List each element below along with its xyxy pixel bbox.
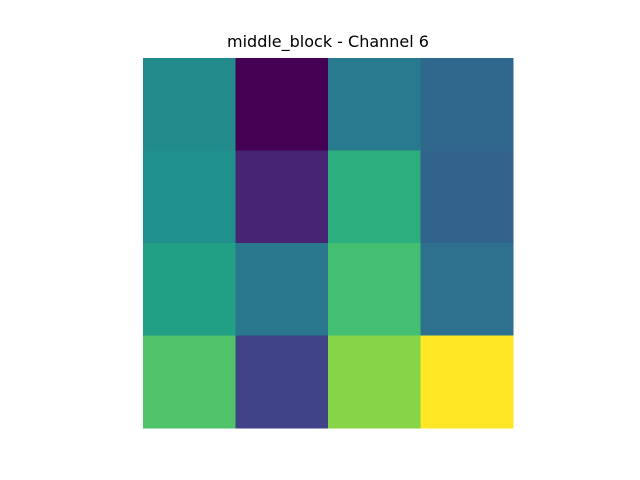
heatmap-cell-r2-c0 (143, 243, 236, 336)
heatmap-cell-r0-c1 (235, 58, 329, 151)
heatmap-cell-r1-c1 (235, 150, 329, 244)
chart-title: middle_block - Channel 6 (227, 32, 429, 51)
heatmap-cell-r0-c2 (328, 58, 421, 151)
heatmap-cell-r3-c1 (235, 335, 329, 429)
heatmap-cell-r1-c2 (328, 150, 421, 244)
heatmap-cell-r2-c3 (420, 243, 514, 336)
heatmap-cell-r3-c0 (143, 335, 236, 429)
heatmap-cell-r2-c2 (328, 243, 421, 336)
heatmap-cell-r0-c3 (420, 58, 514, 151)
heatmap-cell-r0-c0 (143, 58, 236, 151)
heatmap-cells (143, 58, 514, 429)
heatmap-cell-r2-c1 (235, 243, 329, 336)
heatmap-cell-r3-c3 (420, 335, 514, 429)
heatmap-cell-r1-c3 (420, 150, 514, 244)
heatmap-cell-r3-c2 (328, 335, 421, 429)
heatmap-cell-r1-c0 (143, 150, 236, 244)
